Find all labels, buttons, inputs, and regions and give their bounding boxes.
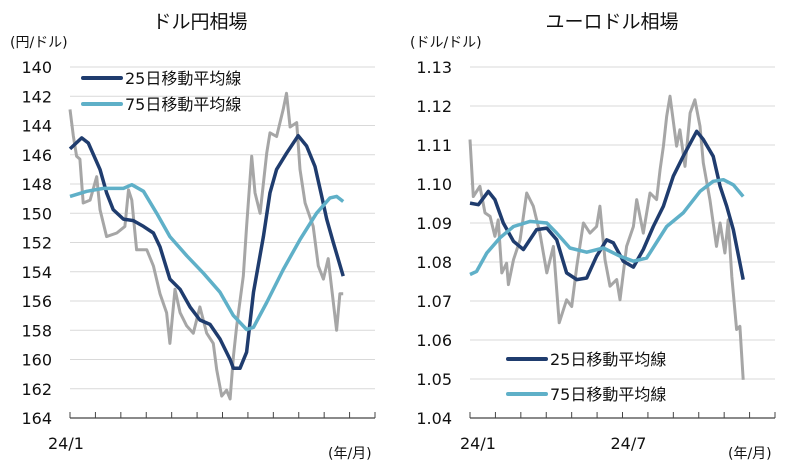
series-line-spot bbox=[468, 94, 745, 380]
legend-label: 25日移動平均線 bbox=[125, 69, 241, 88]
x-axis-unit: (年/月) bbox=[328, 446, 372, 462]
series-line-ma75 bbox=[69, 182, 345, 332]
chart-1: ドル円相場 (円/ドル) (年/月) 140 142 144 146 148 150 152 154… bbox=[10, 11, 376, 462]
y-tick-label: 1.06 bbox=[416, 331, 452, 350]
y-tick-label: 1.09 bbox=[416, 214, 452, 233]
y-tick-label: 148 bbox=[21, 175, 52, 194]
series-line-ma25 bbox=[469, 129, 745, 282]
y-tick-label: 160 bbox=[21, 351, 52, 370]
series-line-ma75 bbox=[469, 177, 745, 277]
legend-label: 25日移動平均線 bbox=[550, 350, 666, 369]
series-line-ma25 bbox=[68, 133, 345, 371]
chart-2: ユーロドル相場 (ドル/ドル) (年/月) 1.13 1.12 1.11 1.10 1.09 1… bbox=[410, 11, 776, 462]
x-axis-unit: (年/月) bbox=[728, 446, 772, 462]
y-tick-label: 1.11 bbox=[416, 136, 452, 155]
x-tick-label: 24/7 bbox=[611, 434, 647, 453]
y-tick-label: 146 bbox=[21, 146, 52, 165]
y-tick-label: 150 bbox=[21, 204, 52, 223]
y-tick-label: 140 bbox=[21, 58, 52, 77]
y-tick-label: 158 bbox=[21, 321, 52, 340]
y-tick-label: 1.10 bbox=[416, 175, 452, 194]
y-tick-label: 1.08 bbox=[416, 253, 452, 272]
legend-label: 75日移動平均線 bbox=[125, 95, 241, 114]
y-tick-label: 162 bbox=[21, 380, 52, 399]
y-tick-label: 156 bbox=[21, 292, 52, 311]
y-tick-label: 1.04 bbox=[416, 409, 452, 428]
y-tick-label: 154 bbox=[21, 263, 52, 282]
y-tick-label: 142 bbox=[21, 87, 52, 106]
chart-title: ユーロドル相場 bbox=[545, 11, 678, 33]
y-tick-label: 1.05 bbox=[416, 370, 452, 389]
x-tick-label: 24/1 bbox=[460, 434, 496, 453]
series-line-spot bbox=[68, 91, 344, 401]
y-tick-label: 1.07 bbox=[416, 292, 452, 311]
y-tick-label: 164 bbox=[21, 409, 52, 428]
y-axis-unit: (ドル/ドル) bbox=[410, 35, 482, 51]
x-tick-label: 24/1 bbox=[48, 434, 84, 453]
y-tick-label: 1.12 bbox=[416, 97, 452, 116]
chart-title: ドル円相場 bbox=[152, 11, 247, 33]
y-tick-label: 1.13 bbox=[416, 58, 452, 77]
y-tick-label: 152 bbox=[21, 234, 52, 253]
legend-label: 75日移動平均線 bbox=[550, 385, 666, 404]
y-tick-label: 144 bbox=[21, 117, 52, 136]
y-axis-unit: (円/ドル) bbox=[10, 35, 68, 51]
